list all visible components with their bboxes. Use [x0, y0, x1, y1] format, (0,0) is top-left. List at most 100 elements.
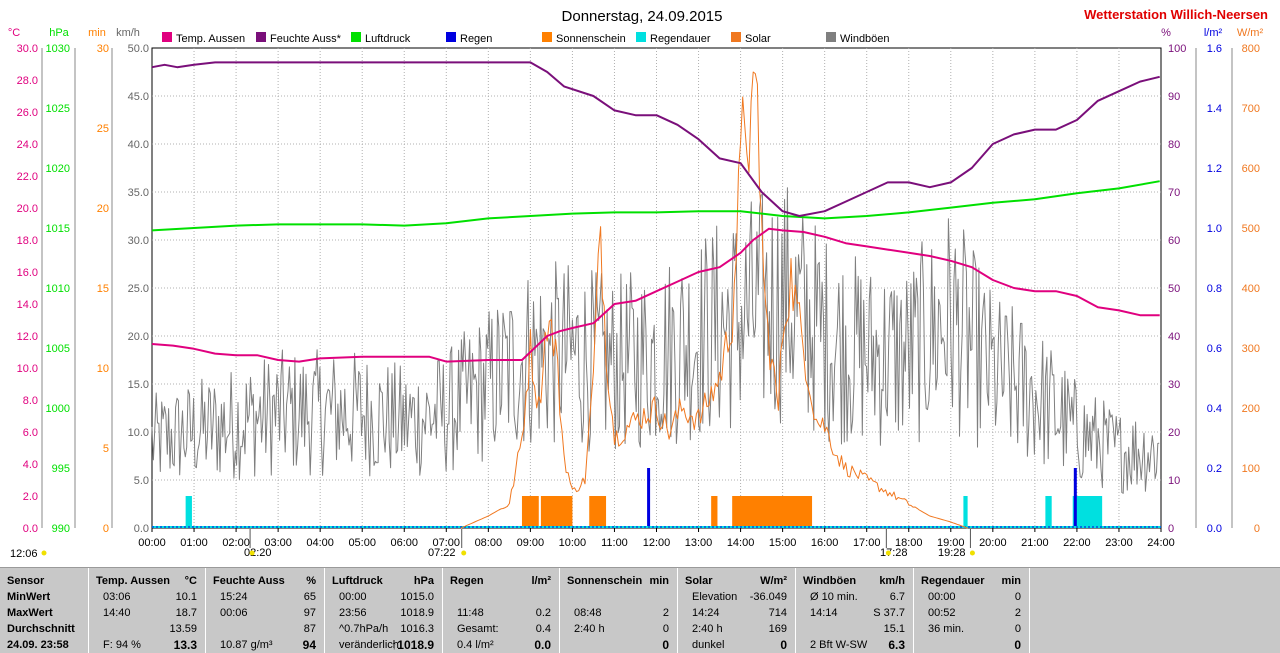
temp-axis-tick-label: 8.0	[23, 395, 38, 407]
line-layer	[151, 61, 1160, 529]
wind-axis-tick-label: 35.0	[128, 187, 149, 199]
stats-label: MaxWert	[7, 607, 53, 619]
stats-value: 87	[303, 623, 316, 635]
temp-axis-tick-label: 20.0	[17, 203, 38, 215]
legend-swatch	[636, 32, 646, 42]
solar-axis-tick-label: 400	[1242, 283, 1260, 295]
x-tick-label: 17:00	[853, 537, 881, 549]
stats-header: Sensor	[7, 575, 45, 587]
solar-axis-tick-label: 800	[1242, 43, 1260, 55]
legend-swatch	[162, 32, 172, 42]
wind-axis-tick-label: 5.0	[134, 475, 149, 487]
sunshine-bar	[589, 496, 607, 528]
stats-value: 2	[662, 607, 669, 619]
pressure-axis-tick-label: 1010	[46, 283, 70, 295]
x-tick-label: 18:00	[895, 537, 923, 549]
rain-axis-tick-label: 0.2	[1207, 463, 1222, 475]
humidity-axis-tick-label: 30	[1168, 379, 1180, 391]
stats-unit: min	[649, 575, 669, 587]
legend-label: Solar	[745, 33, 771, 45]
stats-header: Windböen	[803, 575, 857, 587]
humidity-axis-tick-label: 60	[1168, 235, 1180, 247]
x-tick-label: 12:00	[643, 537, 671, 549]
x-tick-label: 11:00	[601, 537, 628, 549]
stats-value: 13.3	[173, 638, 197, 652]
stats-header: Luftdruck	[332, 575, 383, 587]
stats-label: Elevation	[692, 591, 738, 603]
wind-axis-tick-label: 15.0	[128, 379, 149, 391]
stats-label: 23:56	[339, 607, 367, 619]
stats-value: 15.1	[883, 623, 905, 635]
humidity-axis-tick-label: 20	[1168, 427, 1180, 439]
pressure-axis-tick-label: 990	[52, 523, 70, 535]
stats-column-rain: Regen l/m² 11:48 0.2 Gesamt: 0.4 0.4 l/m² 0.0	[443, 568, 560, 653]
stats-label: 03:06	[103, 591, 131, 603]
wind-axis-unit: km/h	[116, 27, 140, 39]
minutes-axis-tick-label: 25	[97, 123, 109, 135]
stats-label: 10.87 g/m³	[220, 639, 273, 651]
stats-header: Temp. Aussen	[96, 575, 170, 587]
sun-marker-icon	[461, 550, 467, 556]
x-tick-label: 23:00	[1105, 537, 1133, 549]
x-tick-label: 04:00	[306, 537, 334, 549]
stats-label: ^0.7hPa/h	[339, 623, 389, 635]
minutes-axis-tick-label: 5	[103, 443, 109, 455]
stats-value: 65	[303, 591, 316, 603]
stats-column-pressure: Luftdruck hPa 00:00 1015.0 23:56 1018.9 ^0.7hP…	[325, 568, 443, 653]
stats-label: 14:24	[692, 607, 720, 619]
sun-marker-label: 02:20	[244, 547, 272, 559]
x-tick-label: 19:00	[937, 537, 965, 549]
wind-axis-tick-label: 40.0	[128, 139, 149, 151]
rain-axis-tick-label: 0.0	[1207, 523, 1222, 535]
humidity-axis-tick-label: 70	[1168, 187, 1180, 199]
x-tick-label: 01:00	[180, 537, 208, 549]
stats-value: 18.7	[175, 607, 197, 619]
stats-value: 0	[1014, 623, 1021, 635]
sun-marker-label: 12:06	[10, 548, 38, 560]
legend: Temp. Aussen Feuchte Auss* Luftdruck Regen S…	[162, 32, 890, 45]
humidity-series	[151, 61, 1160, 217]
sun-marker-icon	[969, 550, 975, 556]
stats-label: 36 min.	[928, 623, 965, 635]
temp-axis-tick-label: 22.0	[17, 171, 38, 183]
legend-label: Feuchte Auss*	[270, 33, 342, 45]
stats-label: 2:40 h	[574, 623, 605, 635]
rainduration-bar	[1045, 496, 1052, 528]
stats-column-humidity: Feuchte Auss% 15:24 65 00:06 97 87 10.87 g/m³ 9…	[206, 568, 325, 653]
temp-axis-unit: °C	[8, 27, 20, 39]
rain-bar	[647, 468, 651, 528]
x-tick-label: 21:00	[1021, 537, 1049, 549]
stats-label: 00:06	[220, 607, 248, 619]
stats-unit: min	[1001, 575, 1021, 587]
grid	[151, 47, 1162, 529]
legend-swatch	[446, 32, 456, 42]
stats-label: veränderlich	[339, 639, 399, 651]
sunshine-bar	[540, 496, 573, 528]
temp-axis-tick-label: 10.0	[17, 363, 38, 375]
minutes-axis-tick-label: 20	[97, 203, 109, 215]
stats-value: 0	[1014, 638, 1021, 652]
solar-series	[460, 71, 968, 529]
weather-chart: Donnerstag, 24.09.2015 Wetterstation Wil…	[8, 7, 1268, 560]
stats-label: 08:48	[574, 607, 602, 619]
sunshine-bar	[732, 496, 813, 528]
stats-label: F: 94 %	[103, 639, 141, 651]
stats-value: 0	[1014, 591, 1021, 603]
stats-label: 00:00	[928, 591, 956, 603]
stats-label: 15:24	[220, 591, 248, 603]
stats-value: 0	[780, 638, 787, 652]
stats-value: 169	[768, 623, 787, 635]
stats-value: 0.4	[535, 623, 551, 635]
stats-value: 1015.0	[400, 591, 434, 603]
temp-axis-tick-label: 12.0	[17, 331, 38, 343]
rain-axis-tick-label: 1.0	[1207, 223, 1222, 235]
humidity-axis-tick-label: 40	[1168, 331, 1180, 343]
humidity-axis-unit: %	[1161, 27, 1171, 39]
humidity-axis-tick-label: 50	[1168, 283, 1180, 295]
stats-label: 14:40	[103, 607, 131, 619]
minutes-axis-tick-label: 0	[103, 523, 109, 535]
temp-series	[151, 227, 1160, 363]
pressure-axis-unit: hPa	[49, 27, 69, 39]
humidity-axis-tick-label: 0	[1168, 523, 1174, 535]
x-tick-label: 03:00	[264, 537, 292, 549]
